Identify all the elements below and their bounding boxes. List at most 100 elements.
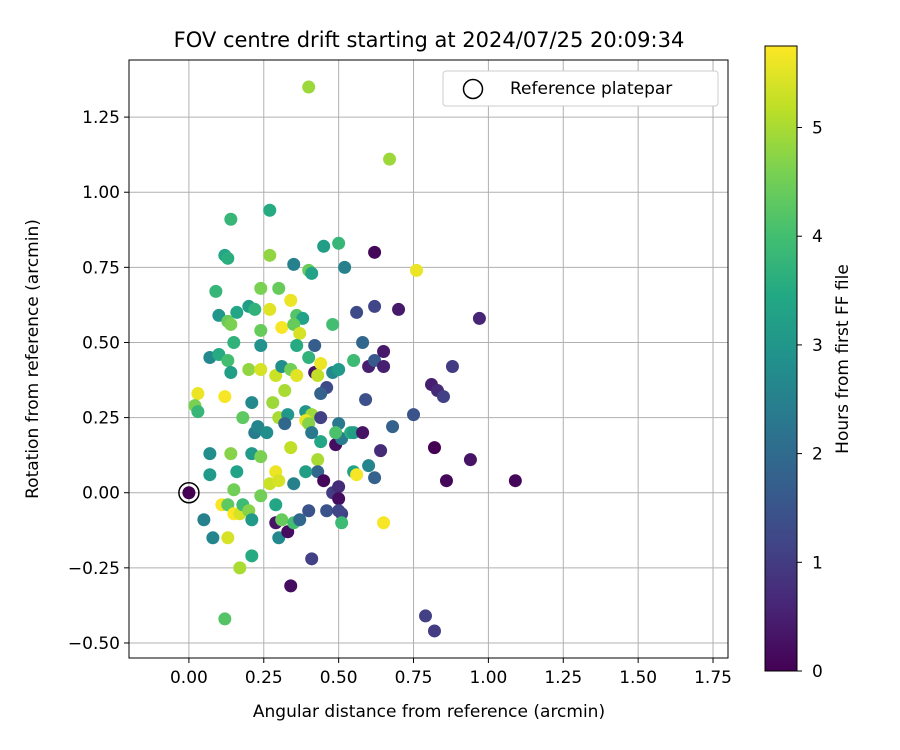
y-axis-ticks: −0.50 −0.25 0.00 0.25 0.50 0.75 1.00 1.25 (68, 108, 129, 654)
data-point (392, 302, 406, 316)
data-point (254, 338, 268, 352)
data-point (299, 465, 313, 479)
y-axis-label: Rotation from reference (arcmin) (23, 219, 43, 499)
data-point (305, 552, 319, 566)
data-point (332, 480, 346, 494)
data-point (293, 326, 307, 340)
data-point (320, 504, 334, 518)
data-point (326, 317, 340, 331)
colorbar-tick-label: 1 (812, 553, 823, 573)
data-point (410, 263, 424, 277)
reference-marker (178, 481, 200, 504)
data-point (278, 417, 292, 431)
data-point (275, 513, 289, 527)
data-point (266, 396, 280, 410)
y-tick-label: 0.75 (82, 258, 120, 278)
data-point (224, 317, 238, 331)
data-point (427, 441, 441, 455)
data-point (254, 323, 268, 337)
data-point (224, 212, 238, 226)
data-point (338, 260, 352, 274)
data-point (284, 293, 298, 307)
data-points (188, 80, 522, 638)
data-point (254, 450, 268, 464)
chart-title: FOV centre drift starting at 2024/07/25 … (174, 28, 685, 52)
x-tick-label: 0.50 (320, 668, 358, 688)
data-point (254, 363, 268, 377)
colorbar-tick-label: 4 (812, 227, 823, 247)
data-point (230, 305, 244, 319)
data-point (332, 492, 346, 506)
data-point (284, 441, 298, 455)
data-point (206, 531, 220, 545)
data-point (463, 453, 477, 467)
legend: Reference platepar (442, 70, 719, 107)
x-axis-ticks: 0.00 0.25 0.50 0.75 1.00 1.25 1.50 1.75 (170, 658, 732, 688)
colorbar-gradient (764, 45, 798, 672)
data-point (332, 236, 346, 250)
colorbar-tick-label: 0 (812, 662, 823, 682)
data-point (383, 152, 397, 166)
legend-label: Reference platepar (510, 79, 672, 99)
y-tick-label: 0.00 (82, 484, 120, 504)
data-point (227, 483, 241, 497)
data-point (332, 363, 346, 377)
x-tick-label: 1.00 (469, 668, 507, 688)
data-point (290, 369, 304, 383)
data-point (347, 354, 361, 368)
data-point (263, 203, 277, 217)
data-point (245, 396, 259, 410)
data-point (314, 357, 328, 371)
data-point (314, 411, 328, 425)
data-point (221, 251, 235, 265)
legend-marker-icon (462, 78, 484, 100)
data-point (362, 459, 376, 473)
data-point (227, 335, 241, 349)
data-point (386, 420, 400, 434)
data-point (305, 426, 319, 440)
x-axis-label: Angular distance from reference (arcmin) (253, 702, 605, 722)
reference-point (182, 486, 196, 500)
data-point (335, 516, 349, 530)
data-point (314, 387, 328, 401)
data-point (302, 504, 316, 518)
data-point (218, 390, 232, 404)
colorbar-ticks: 0 1 2 3 4 5 (797, 119, 823, 682)
data-point (272, 474, 286, 488)
data-point (436, 390, 450, 404)
data-point (377, 344, 391, 358)
data-point (350, 305, 364, 319)
data-point (245, 513, 259, 527)
data-point (221, 354, 235, 368)
data-point (347, 426, 361, 440)
plot-frame (128, 59, 729, 659)
data-point (203, 468, 217, 482)
data-point (230, 465, 244, 479)
x-tick-label: 0.75 (395, 668, 433, 688)
x-tick-label: 0.25 (245, 668, 283, 688)
data-point (191, 405, 205, 419)
data-point (427, 624, 441, 638)
colorbar: 0 1 2 3 4 5 Hours from first FF file (764, 45, 853, 682)
data-point (359, 393, 373, 407)
data-point (311, 369, 325, 383)
data-point (329, 426, 343, 440)
data-point (263, 302, 277, 316)
data-point (356, 335, 370, 349)
y-tick-label: 0.50 (82, 333, 120, 353)
y-tick-label: 0.25 (82, 409, 120, 429)
data-point (191, 387, 205, 401)
data-point (254, 281, 268, 295)
data-point (224, 366, 238, 380)
data-point (368, 245, 382, 259)
data-point (377, 516, 391, 530)
data-point (269, 498, 283, 512)
data-point (368, 471, 382, 485)
data-point (317, 239, 331, 253)
data-point (356, 426, 370, 440)
data-point (260, 426, 274, 440)
data-point (197, 513, 211, 527)
data-point (407, 408, 421, 422)
colorbar-tick-label: 3 (812, 336, 823, 356)
